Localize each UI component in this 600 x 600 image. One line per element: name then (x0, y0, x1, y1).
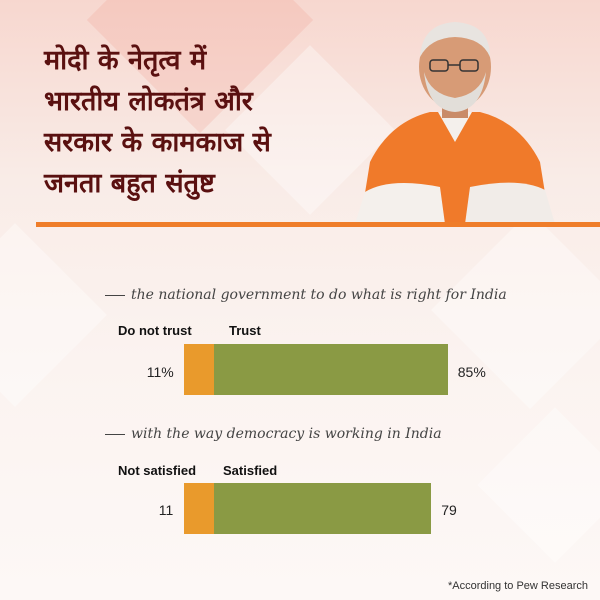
chart-2-title: with the way democracy is working in Ind… (105, 426, 442, 442)
chart-1-title-text: the national government to do what is ri… (131, 287, 507, 303)
dash-line (105, 295, 125, 296)
chart-1-negative-value: 11% (146, 364, 174, 380)
chart-1-negative-label: Do not trust (118, 323, 192, 338)
source-footnote: *According to Pew Research (447, 580, 588, 592)
portrait-image (355, 22, 555, 224)
chart-2-negative-bar (183, 483, 214, 534)
chart-1-negative-bar (183, 344, 214, 395)
chart-2-positive-bar (214, 483, 432, 534)
chart-2-positive-label: Satisfied (223, 463, 278, 478)
headline-line: सरकार के कामकाज से (44, 127, 271, 158)
headline-line: जनता बहुत संतुष्ट (44, 168, 215, 199)
chart-2-negative-label: Not satisfied (118, 463, 197, 478)
chart-2-positive-value: 79 (441, 502, 457, 518)
header-divider (36, 222, 600, 227)
dash-line (105, 434, 125, 435)
chart-1-positive-label: Trust (229, 323, 261, 338)
chart-1-positive-bar (214, 344, 448, 395)
headline-line: मोदी के नेतृत्व में (44, 45, 207, 76)
background-diamond (0, 223, 107, 407)
headline-line: भारतीय लोकतंत्र और (44, 86, 253, 117)
chart-1-positive-value: 85% (457, 364, 486, 380)
background-diamond (477, 407, 600, 563)
chart-2-negative-value: 11 (158, 502, 174, 518)
chart-2-title-text: with the way democracy is working in Ind… (131, 426, 442, 442)
chart-1-title: the national government to do what is ri… (105, 287, 507, 303)
background-diamond (431, 211, 600, 409)
headline: मोदी के नेतृत्व में भारतीय लोकतंत्र और स… (44, 40, 374, 204)
